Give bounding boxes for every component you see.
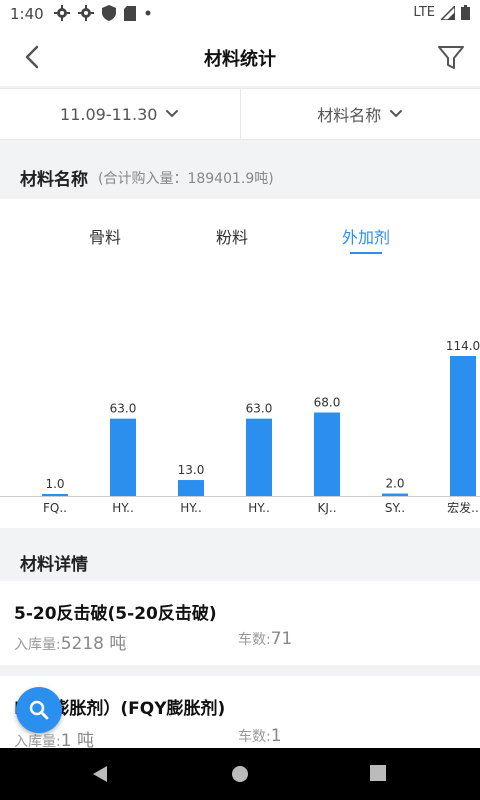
material-name-label: 材料名称 — [317, 106, 382, 125]
bar-value-label: 63.0 — [246, 402, 273, 416]
material-card[interactable]: 5-20反击破(5-20反击破) 入库量:5218 吨 车数:71 — [0, 581, 480, 665]
tab-powder[interactable]: 粉料 — [215, 228, 248, 247]
signal-icon — [441, 5, 455, 20]
dot-icon — [145, 10, 151, 16]
inbound-quantity: 入库量:1 吨 — [14, 726, 94, 751]
chart-card: 骨料 粉料 外加剂 1.0 FQ.. 63.0 HY.. 13.0 HY.. 63.0 HY.… — [0, 199, 480, 528]
chart-bar[interactable] — [178, 480, 204, 496]
material-card[interactable]: FQY膨胀剂）(FQY膨胀剂) 入库量:1 吨 车数:1 — [0, 676, 480, 751]
material-title: FQY膨胀剂）(FQY膨胀剂) — [14, 699, 226, 719]
battery-icon — [461, 5, 470, 20]
status-icons — [54, 5, 152, 21]
status-bar: 1:40 LTE — [0, 0, 480, 28]
details-header: 材料详情 — [0, 528, 480, 580]
tab-aggregate[interactable]: 骨料 — [88, 228, 121, 247]
bar-value-label: 13.0 — [178, 463, 205, 477]
back-triangle-icon[interactable] — [90, 764, 110, 784]
x-tick-label: HY.. — [248, 501, 270, 515]
chevron-down-icon — [166, 110, 179, 118]
summary-subtitle: (合计购入量：189401.9吨) — [98, 171, 274, 187]
chevron-left-icon[interactable] — [18, 42, 48, 72]
bar-value-label: 1.0 — [45, 477, 64, 491]
x-tick-label: FQ.. — [43, 501, 67, 515]
status-right: LTE — [413, 5, 470, 20]
chevron-down-icon — [390, 110, 403, 118]
shield-icon — [102, 5, 116, 21]
chart-bar[interactable] — [314, 412, 340, 496]
trucks-value: 71 — [270, 629, 293, 649]
gear-icon — [78, 5, 94, 21]
date-range-dropdown[interactable]: 11.09-11.30 — [0, 89, 240, 139]
status-time: 1:40 — [10, 5, 44, 23]
tab-admixture[interactable]: 外加剂 — [341, 228, 390, 247]
funnel-icon[interactable] — [436, 42, 466, 72]
x-tick-label: KJ.. — [317, 501, 336, 515]
inbound-value: 5218 — [60, 634, 104, 654]
x-tick-label: HY.. — [112, 501, 134, 515]
material-name-dropdown[interactable]: 材料名称 — [239, 89, 480, 139]
x-tick-label: HY.. — [180, 501, 202, 515]
chart-bar[interactable] — [42, 494, 68, 496]
recents-square-icon[interactable] — [369, 764, 387, 782]
date-range-label: 11.09-11.30 — [60, 104, 158, 124]
inbound-label: 入库量: — [14, 637, 61, 653]
inbound-unit: 吨 — [103, 634, 127, 654]
search-fab[interactable] — [16, 687, 62, 733]
gear-icon — [54, 5, 70, 21]
bar-chart: 1.0 FQ.. 63.0 HY.. 13.0 HY.. 63.0 HY.. 68.0 KJ.. 2… — [0, 339, 480, 515]
bar-value-label: 2.0 — [385, 477, 404, 491]
bar-value-label: 63.0 — [110, 402, 137, 416]
truck-count: 车数:1 — [238, 726, 282, 746]
active-tab-indicator — [350, 252, 382, 254]
chart-bar[interactable] — [246, 418, 272, 496]
summary-header: 材料名称 (合计购入量：189401.9吨) — [0, 141, 480, 199]
material-title: 5-20反击破(5-20反击破) — [14, 604, 217, 624]
filter-bar: 11.09-11.30 材料名称 — [0, 88, 480, 140]
summary-title: 材料名称 — [20, 170, 88, 190]
category-tabs: 骨料 粉料 外加剂 — [0, 224, 480, 254]
trucks-label: 车数: — [238, 632, 271, 648]
chart-bar[interactable] — [110, 418, 136, 496]
page-title: 材料统计 — [204, 49, 276, 70]
inbound-label: 入库量: — [14, 734, 61, 750]
network-label: LTE — [413, 5, 435, 20]
details-title: 材料详情 — [20, 555, 88, 575]
home-circle-icon[interactable] — [230, 764, 250, 784]
sdcard-icon — [124, 5, 136, 21]
inbound-quantity: 入库量:5218 吨 — [14, 629, 126, 654]
x-tick-label: SY.. — [385, 501, 405, 515]
inbound-unit: 吨 — [71, 731, 94, 751]
bar-value-label: 68.0 — [314, 395, 341, 409]
app-bar: 材料统计 — [0, 28, 480, 86]
trucks-label: 车数: — [238, 729, 271, 745]
trucks-value: 1 — [270, 726, 282, 746]
x-tick-label: 宏发.. — [447, 500, 479, 515]
bar-value-label: 114.0 — [446, 339, 480, 353]
system-nav-bar — [0, 748, 480, 800]
search-icon — [29, 700, 49, 720]
chart-bar[interactable] — [382, 493, 408, 496]
chart-bar[interactable] — [450, 356, 476, 496]
inbound-value: 1 — [60, 731, 72, 751]
truck-count: 车数:71 — [238, 629, 292, 649]
